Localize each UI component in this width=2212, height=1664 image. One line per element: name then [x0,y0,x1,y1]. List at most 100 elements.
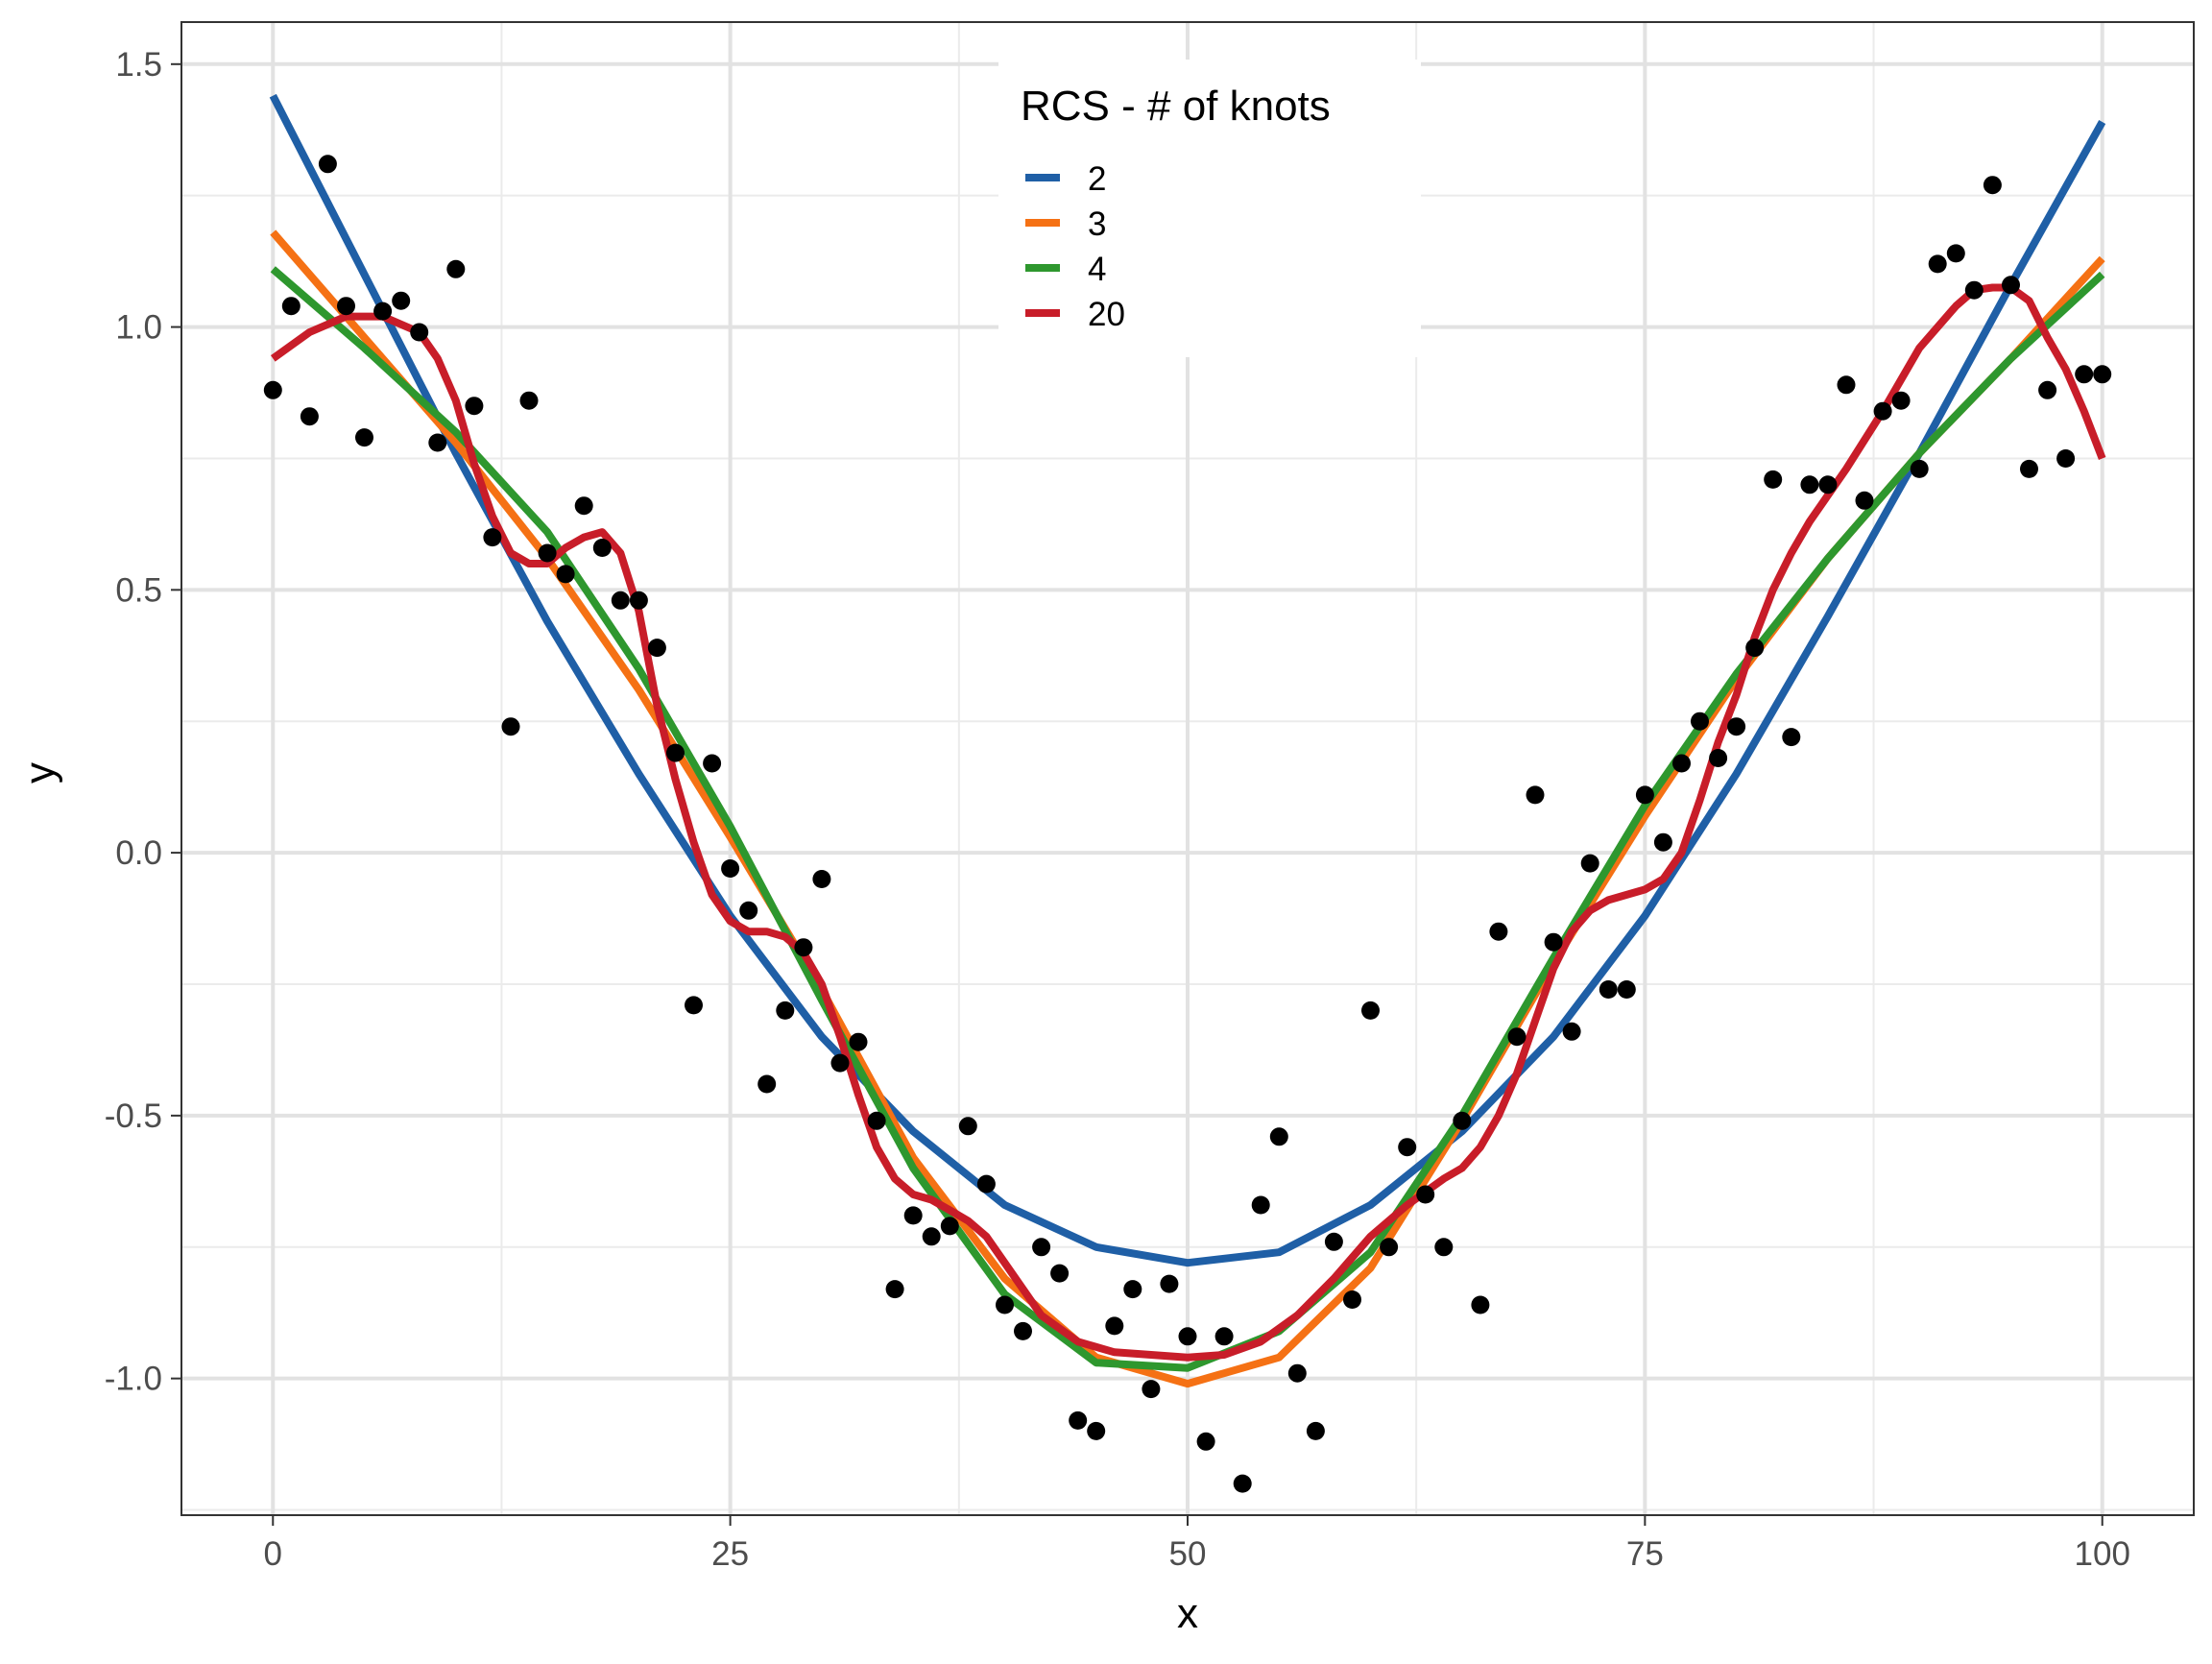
data-point [611,591,630,610]
data-point [1873,401,1892,421]
data-point [1837,375,1856,395]
data-point [519,391,539,410]
data-point [1544,932,1563,952]
series-line-4 [270,266,2105,1372]
data-point [1251,1195,1270,1215]
data-point [318,155,337,174]
data-point [830,1053,850,1073]
x-axis-label: x [1177,1590,1198,1637]
data-point [812,870,831,888]
data-point [757,1074,777,1094]
data-point [1306,1421,1325,1440]
data-point [629,591,648,610]
data-point [2056,449,2076,468]
data-point [1032,1238,1051,1257]
data-point [355,428,373,447]
data-point [1087,1421,1106,1440]
y-tick-label: 0.5 [115,571,162,609]
data-point [2038,380,2057,399]
legend-title: RCS - # of knots [1021,83,1331,130]
data-point [1855,491,1874,510]
x-tick-label: 25 [711,1535,749,1573]
y-tick-label: 0.0 [115,834,162,872]
legend-label-20: 20 [1088,296,1125,333]
data-point [1324,1232,1343,1251]
data-point [1453,1111,1472,1130]
data-point [1526,785,1545,805]
data-point [1123,1280,1142,1299]
data-point [538,543,557,563]
x-tick-label: 50 [1169,1535,1207,1573]
data-point [1398,1138,1417,1157]
data-point [1214,1327,1234,1346]
data-point [2020,459,2038,478]
legend-label-3: 3 [1088,205,1106,243]
data-point [1014,1321,1032,1340]
data-point [1361,1001,1380,1020]
legend: RCS - # of knots 2 3 4 20 [998,60,1421,357]
y-axis: -1.0 -0.5 0.0 0.5 1.0 1.5 [105,46,181,1398]
y-tick-label: 1.0 [115,309,162,347]
data-point [721,859,740,878]
x-tick-label: 75 [1626,1535,1664,1573]
data-point [1653,832,1672,852]
x-tick-label: 0 [264,1535,282,1573]
data-point [1269,1127,1288,1146]
data-point [885,1280,904,1299]
data-point [428,433,447,452]
data-point [1380,1238,1399,1257]
data-point [1562,1022,1581,1041]
data-point [1818,475,1838,494]
data-point [1891,391,1911,410]
data-point [465,397,484,416]
x-axis: 0 25 50 75 100 [264,1515,2130,1573]
x-tick-label: 100 [2075,1535,2130,1573]
data-point [1727,717,1746,736]
y-tick-label: 1.5 [115,46,162,84]
data-point [1233,1474,1252,1493]
data-point [849,1032,868,1051]
data-points [263,155,2112,1493]
data-point [739,901,758,920]
data-point [1910,459,1929,478]
legend-background [998,60,1421,357]
data-point [1142,1380,1161,1399]
data-point [1782,728,1801,747]
data-point [922,1227,941,1246]
data-point [1983,176,2002,195]
data-point [1672,754,1691,773]
data-point [1580,854,1599,873]
data-point [1416,1185,1435,1204]
data-point [446,259,466,278]
data-point [647,639,666,658]
data-point [1928,254,1947,274]
series-line-2 [269,93,2106,1267]
legend-items: 2 3 4 20 [1025,160,1125,333]
data-point [867,1111,886,1130]
data-point [483,528,502,547]
data-point [666,743,685,762]
data-point [1050,1264,1070,1283]
data-point [1160,1274,1179,1293]
data-point [1709,749,1728,767]
data-point [392,291,411,310]
data-point [1599,980,1618,999]
data-point [556,565,575,584]
data-point [2002,276,2020,295]
y-tick-label: -0.5 [105,1097,162,1135]
data-point [592,539,612,557]
y-axis-label: y [16,762,63,784]
legend-label-4: 4 [1088,251,1106,288]
data-point [1617,980,1636,999]
data-point [410,323,429,342]
data-point [300,407,319,426]
data-point [1489,922,1508,941]
data-point [1964,280,1984,300]
data-point [685,996,703,1015]
y-tick-label: -1.0 [105,1361,162,1398]
data-point [976,1174,996,1194]
series-line-20 [270,283,2106,1362]
data-point [281,297,301,316]
data-point [1287,1363,1307,1383]
